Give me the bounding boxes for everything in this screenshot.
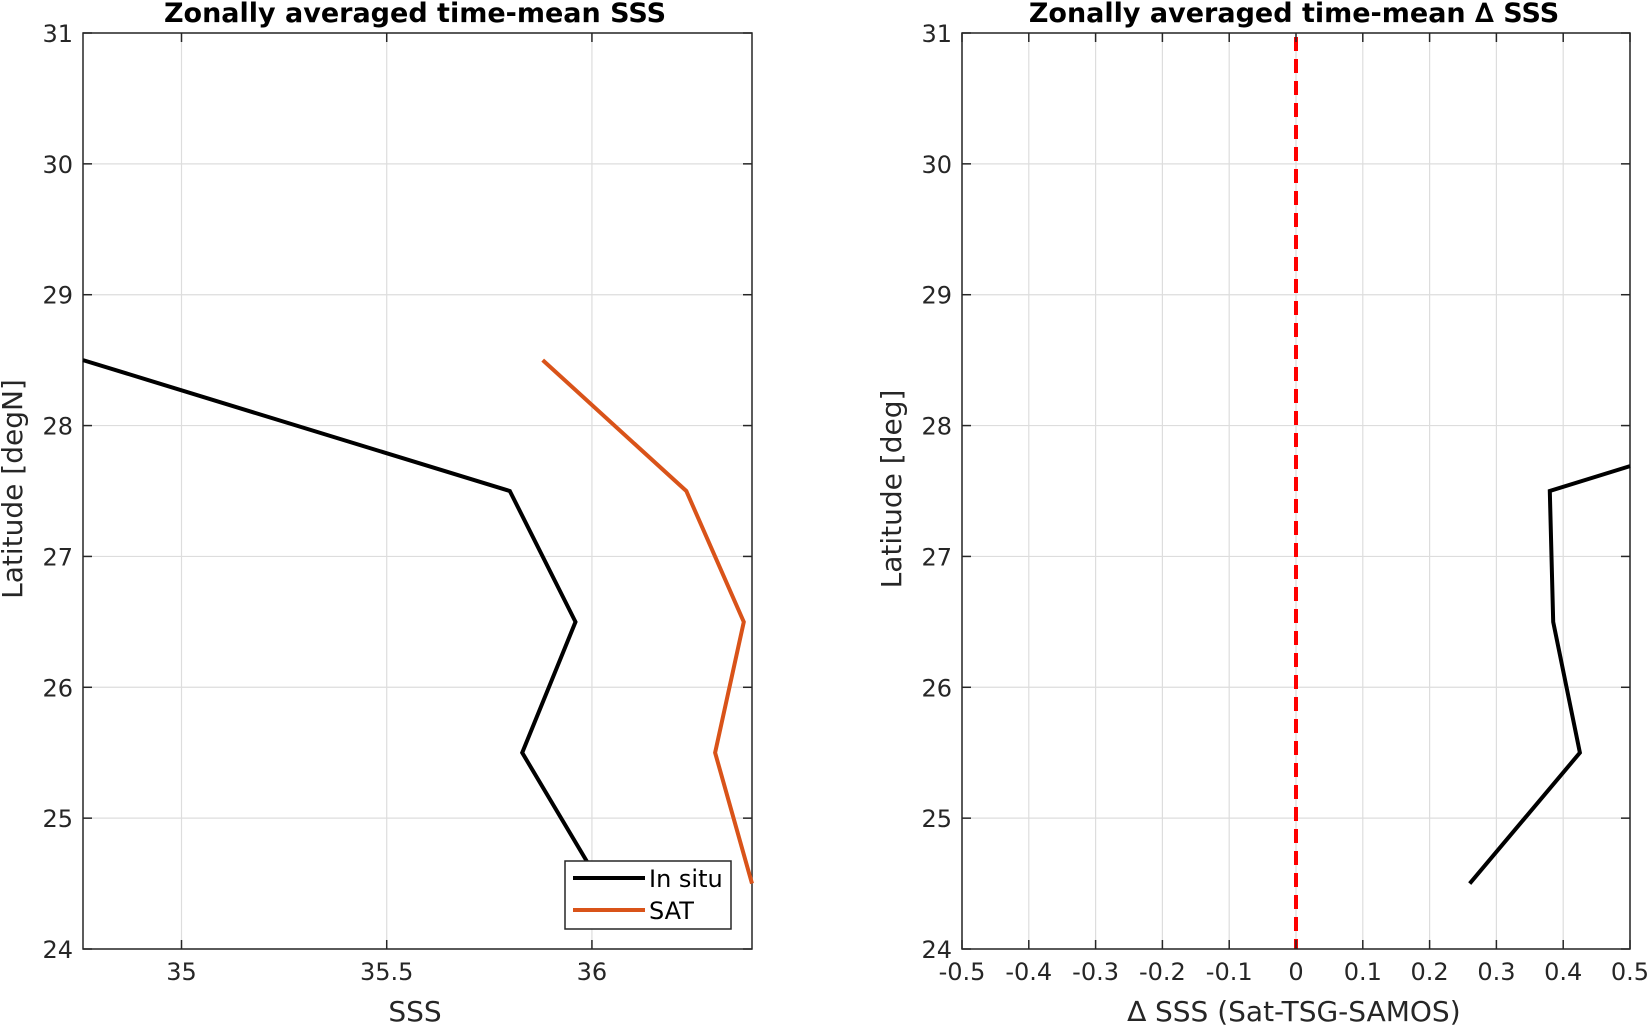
- plot-area: -0.5 -0.4 -0.3 -0.2 -0.1 0 0.1 0.2 0.3 0.4 0.5 24 25…: [921, 20, 1649, 986]
- y-tick-label: 31: [42, 20, 73, 48]
- x-tick-label: -0.4: [1005, 958, 1052, 986]
- sss-panel: Zonally averaged time-mean SSS SSS Latit…: [0, 0, 754, 1026]
- y-axis-label: Latitude [deg]: [875, 390, 908, 589]
- legend-label-in-situ: In situ: [649, 865, 723, 893]
- legend-box: [564, 860, 732, 930]
- y-tick-label: 26: [42, 674, 73, 702]
- y-tick-label: 26: [921, 674, 952, 702]
- y-tick-label: 30: [921, 151, 952, 179]
- x-tick-label: 35.5: [360, 958, 413, 986]
- y-tick-label: 28: [42, 413, 73, 441]
- axes-box: [82, 32, 753, 950]
- series-line-1: [541, 358, 754, 885]
- y-tick-label: 29: [921, 282, 952, 310]
- y-tick-label: 28: [921, 413, 952, 441]
- chart-title: Zonally averaged time-mean SSS: [164, 0, 666, 29]
- delta-sss-panel: Zonally averaged time-mean ∆ SSS ∆ SSS (…: [875, 0, 1649, 1026]
- y-axis-label: Latitude [degN]: [0, 379, 29, 599]
- y-tick-label: 24: [42, 936, 73, 964]
- series-line-0: [1468, 464, 1631, 885]
- y-tick-label: 31: [921, 20, 952, 48]
- legend-label-sat: SAT: [649, 897, 694, 925]
- x-tick-label: 0.1: [1344, 958, 1382, 986]
- series-line-0: [82, 358, 602, 885]
- plot-area: 35 35.5 36 24 25 26 27 28 29 30 31: [42, 20, 754, 986]
- x-tick-label: 35: [166, 958, 197, 986]
- y-tick-label: 27: [921, 543, 952, 571]
- y-tick-label: 25: [921, 805, 952, 833]
- chart-title: Zonally averaged time-mean ∆ SSS: [1029, 0, 1559, 29]
- x-tick-label: 36: [577, 958, 608, 986]
- x-tick-label: -0.5: [939, 958, 986, 986]
- x-tick-label: 0.2: [1411, 958, 1449, 986]
- x-tick-label: -0.2: [1139, 958, 1186, 986]
- x-axis-label: ∆ SSS (Sat-TSG-SAMOS): [1126, 995, 1460, 1026]
- y-tick-label: 30: [42, 151, 73, 179]
- x-tick-label: 0.4: [1544, 958, 1582, 986]
- y-tick-label: 27: [42, 543, 73, 571]
- y-tick-label: 25: [42, 805, 73, 833]
- legend: In situ SAT: [564, 860, 732, 930]
- x-tick-label: 0.5: [1611, 958, 1649, 986]
- x-tick-label: -0.3: [1072, 958, 1119, 986]
- x-tick-label: 0: [1288, 958, 1303, 986]
- y-tick-label: 29: [42, 282, 73, 310]
- x-axis-label: SSS: [388, 995, 441, 1026]
- y-tick-label: 24: [921, 936, 952, 964]
- x-tick-label: 0.3: [1477, 958, 1515, 986]
- x-tick-label: -0.1: [1206, 958, 1253, 986]
